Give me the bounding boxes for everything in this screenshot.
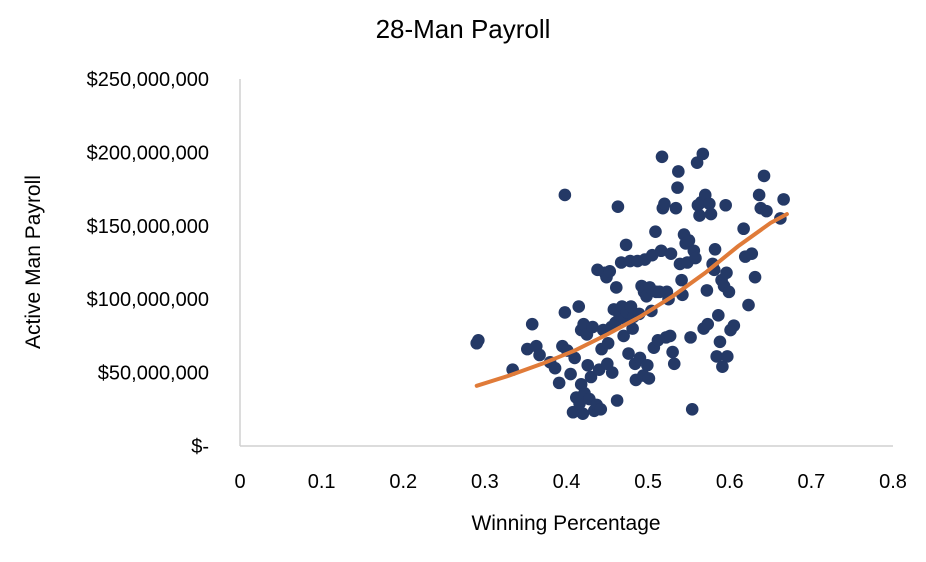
trendline <box>474 212 789 388</box>
x-tick-label: 0.7 <box>797 471 825 493</box>
data-point <box>777 193 790 206</box>
data-point <box>684 331 697 344</box>
data-point <box>581 358 595 372</box>
y-tick-label: $- <box>191 436 209 458</box>
data-point <box>573 397 586 410</box>
data-point <box>624 300 638 313</box>
data-point <box>713 335 727 349</box>
data-point <box>525 317 539 331</box>
data-point <box>669 201 683 215</box>
x-axis-ticks: 0 0.1 0.2 0.3 0.4 0.5 0.6 0.7 0.8 <box>234 471 906 493</box>
y-axis-ticks: $- $50,000,000 $100,000,000 $150,000,000 $20… <box>87 69 209 458</box>
data-point <box>568 351 581 365</box>
data-point <box>752 188 766 202</box>
data-point <box>737 222 750 236</box>
data-point <box>472 334 485 347</box>
data-point <box>641 358 654 372</box>
data-point <box>716 360 729 374</box>
data-point <box>611 200 625 214</box>
data-point <box>722 285 736 299</box>
data-point <box>558 188 572 202</box>
data-point <box>566 405 580 419</box>
data-point <box>748 270 762 284</box>
data-point <box>710 350 723 363</box>
y-tick-label: $100,000,000 <box>87 289 209 311</box>
data-point <box>552 376 566 390</box>
data-point <box>745 247 759 260</box>
data-point <box>701 317 715 331</box>
x-tick-label: 0.3 <box>471 471 499 493</box>
data-point <box>533 348 546 362</box>
data-point <box>594 403 608 416</box>
data-point <box>757 169 771 183</box>
data-point <box>603 265 617 278</box>
data-point <box>742 298 755 312</box>
data-point <box>675 273 688 287</box>
data-point <box>622 347 635 360</box>
data-point <box>558 306 572 319</box>
chart-title: 28-Man Payroll <box>376 14 551 44</box>
data-point <box>626 322 639 335</box>
x-tick-label: 0.8 <box>879 471 907 493</box>
data-point <box>666 345 679 359</box>
data-point <box>682 234 696 247</box>
data-point <box>610 394 624 407</box>
data-point <box>576 407 590 421</box>
data-point <box>584 370 598 384</box>
x-tick-label: 0.5 <box>634 471 662 493</box>
y-axis-label: Active Man Payroll <box>22 175 45 349</box>
x-tick-label: 0.1 <box>308 471 336 493</box>
data-point <box>572 300 586 313</box>
data-point <box>605 366 619 379</box>
y-tick-label: $50,000,000 <box>98 363 209 385</box>
data-point <box>601 336 615 350</box>
data-point <box>721 350 734 363</box>
data-point <box>654 244 668 258</box>
data-point <box>672 165 685 178</box>
data-point <box>609 281 623 294</box>
data-point <box>617 329 630 343</box>
data-point <box>663 329 677 343</box>
data-points <box>470 147 790 421</box>
data-point <box>671 181 684 194</box>
data-point <box>667 357 681 371</box>
data-point <box>760 204 773 218</box>
data-point <box>649 225 662 238</box>
y-tick-label: $250,000,000 <box>87 69 209 91</box>
data-point <box>642 372 656 385</box>
data-point <box>703 197 716 211</box>
data-point <box>719 198 732 212</box>
data-point <box>658 197 671 211</box>
data-point <box>696 147 710 161</box>
data-point <box>619 238 633 252</box>
data-point <box>708 242 722 256</box>
y-tick-label: $150,000,000 <box>87 216 209 238</box>
x-tick-label: 0.6 <box>716 471 744 493</box>
data-point <box>720 266 733 280</box>
data-point <box>712 309 725 322</box>
data-point <box>704 207 718 221</box>
x-tick-label: 0.2 <box>389 471 417 493</box>
x-tick-label: 0.4 <box>553 471 581 493</box>
y-tick-label: $200,000,000 <box>87 142 209 164</box>
data-point <box>700 284 714 297</box>
data-point <box>586 320 599 334</box>
data-point <box>693 209 706 222</box>
x-axis-label: Winning Percentage <box>471 512 660 535</box>
x-tick-label: 0 <box>234 471 245 493</box>
data-point <box>727 319 741 332</box>
data-point <box>685 403 699 416</box>
data-point <box>664 247 678 260</box>
data-point <box>564 367 577 381</box>
data-point <box>548 361 562 375</box>
data-point <box>689 251 702 265</box>
data-point <box>655 150 669 164</box>
